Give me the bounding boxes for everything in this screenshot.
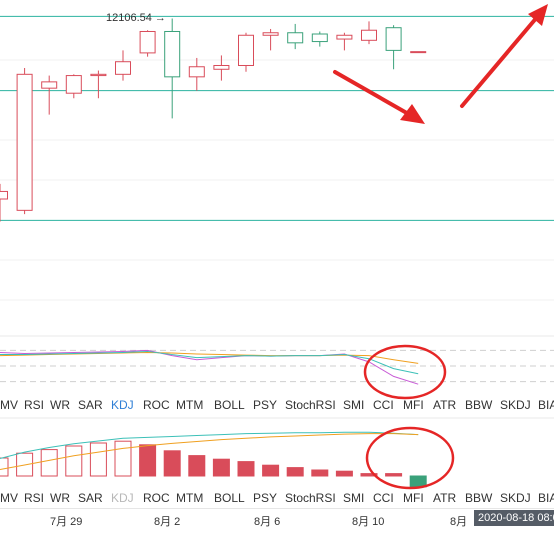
histogram-bar	[188, 455, 206, 477]
top-tab-stochrsi[interactable]: StochRSI	[285, 398, 336, 412]
indicator-panel-2	[0, 417, 554, 488]
date-tick: 8月 6	[254, 516, 281, 528]
indicator-tabbar-top: MV RSI WR SAR KDJ ROC MTM BOLL PSY StochRSI SMI CCI…	[0, 396, 554, 416]
top-tab-wr[interactable]: WR	[50, 398, 70, 412]
histogram-bar	[139, 444, 157, 477]
candle-body	[361, 29, 377, 41]
bottom-tab-bia[interactable]: BIA	[538, 491, 554, 505]
top-tab-kdj[interactable]: KDJ	[111, 398, 134, 412]
top-tab-cci[interactable]: CCI	[373, 398, 394, 412]
bottom-tab-roc[interactable]: ROC	[143, 491, 170, 505]
histogram-bar	[385, 473, 403, 477]
annotation-arrow-head	[400, 104, 425, 124]
histogram-bar	[360, 473, 378, 477]
top-tab-roc[interactable]: ROC	[143, 398, 170, 412]
indicator-tabbar-bottom: MV RSI WR SAR KDJ ROC MTM BOLL PSY StochRSI SMI CCI…	[0, 489, 554, 509]
histogram-bar	[163, 450, 181, 477]
candle-body	[287, 32, 304, 44]
top-tab-mtm[interactable]: MTM	[176, 398, 204, 412]
top-tab-sar[interactable]: SAR	[78, 398, 103, 412]
candle-body	[262, 32, 279, 36]
crosshair-time-badge: 2020-08-18 08:00	[474, 510, 554, 526]
horizontal-levels	[0, 15, 554, 337]
candle-body	[164, 30, 181, 78]
annotation-circle	[365, 426, 455, 490]
bottom-tab-sar[interactable]: SAR	[78, 491, 103, 505]
bottom-tab-smi[interactable]: SMI	[343, 491, 365, 505]
top-tab-skdj[interactable]: SKDJ	[500, 398, 531, 412]
bottom-tab-stochrsi[interactable]: StochRSI	[285, 491, 336, 505]
candle-body	[90, 73, 107, 77]
candle-body	[65, 75, 82, 94]
annotation-layer	[333, 4, 548, 490]
histogram-bar	[65, 445, 83, 477]
date-tick: 8月 2	[154, 516, 181, 528]
price-high-marker: 12106.54 →	[106, 12, 166, 24]
bottom-tab-psy[interactable]: PSY	[253, 491, 278, 505]
bottom-tab-bbw[interactable]: BBW	[465, 491, 493, 505]
date-tick: 8月 10	[352, 516, 385, 528]
candlestick-series	[0, 18, 427, 222]
candle-body	[188, 66, 205, 78]
date-axis: 7月 29 8月 2 8月 6 8月 10 8月	[0, 508, 554, 533]
candle-body	[311, 33, 328, 43]
annotation-arrow-shaft	[333, 70, 414, 118]
annotation-arrow-shaft	[460, 14, 540, 108]
top-tab-mv[interactable]: MV	[0, 398, 18, 412]
candle-body	[115, 61, 131, 75]
bottom-tab-skdj[interactable]: SKDJ	[500, 491, 531, 505]
bottom-tab-rsi[interactable]: RSI	[24, 491, 45, 505]
histogram-bar	[212, 458, 230, 477]
top-tab-boll[interactable]: BOLL	[214, 398, 245, 412]
top-tab-bbw[interactable]: BBW	[465, 398, 493, 412]
histogram-bar	[311, 469, 329, 477]
bottom-tab-wr[interactable]: WR	[50, 491, 70, 505]
histogram-bar	[409, 475, 427, 488]
top-tab-mfi[interactable]: MFI	[403, 398, 424, 412]
top-tab-rsi[interactable]: RSI	[24, 398, 45, 412]
bottom-tab-kdj[interactable]: KDJ	[111, 491, 134, 505]
indicator-2-line	[0, 433, 419, 471]
indicator-1-line	[0, 350, 419, 375]
bottom-tab-mfi[interactable]: MFI	[403, 491, 424, 505]
bottom-tab-cci[interactable]: CCI	[373, 491, 394, 505]
candle-body	[336, 34, 353, 40]
bottom-tab-mtm[interactable]: MTM	[176, 491, 204, 505]
date-tick: 8月	[450, 516, 468, 528]
top-tab-atr[interactable]: ATR	[433, 398, 457, 412]
histogram-bar	[40, 449, 58, 477]
histogram-bar	[237, 461, 255, 477]
candle-body	[410, 51, 427, 54]
candle-body	[238, 34, 254, 66]
candle-body	[41, 81, 58, 89]
candle-body	[139, 30, 156, 54]
bottom-tab-mv[interactable]: MV	[0, 491, 18, 505]
main-chart-grid	[0, 59, 554, 301]
bottom-tab-boll[interactable]: BOLL	[214, 491, 245, 505]
annotation-circle	[363, 344, 447, 400]
top-tab-bia[interactable]: BIA	[538, 398, 554, 412]
histogram-bar	[114, 440, 132, 477]
candle-body	[16, 73, 33, 211]
histogram-bar	[89, 442, 107, 477]
histogram-bar	[262, 464, 280, 477]
indicator-2-line	[0, 431, 419, 460]
histogram-bar	[286, 467, 304, 477]
bottom-tab-atr[interactable]: ATR	[433, 491, 457, 505]
candle-body	[385, 27, 402, 51]
histogram-bar	[335, 470, 353, 477]
candle-body	[213, 64, 230, 70]
candle-body	[0, 190, 8, 200]
date-tick: 7月 29	[50, 516, 83, 528]
histogram-bar	[0, 457, 9, 477]
annotation-arrow-head	[528, 4, 548, 26]
top-tab-smi[interactable]: SMI	[343, 398, 365, 412]
top-tab-psy[interactable]: PSY	[253, 398, 278, 412]
indicator-panel-1	[0, 349, 554, 385]
